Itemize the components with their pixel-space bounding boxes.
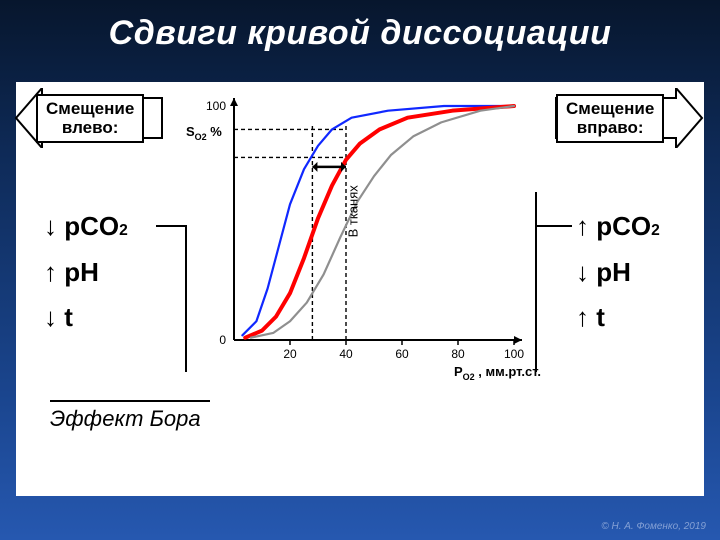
param-line: ↑ pH [44, 250, 128, 296]
svg-text:60: 60 [395, 347, 409, 361]
svg-text:20: 20 [283, 347, 297, 361]
svg-text:100: 100 [206, 99, 226, 113]
svg-text:40: 40 [339, 347, 353, 361]
slide-title: Сдвиги кривой диссоциации [0, 0, 720, 53]
param-line: ↓ pH [576, 250, 660, 296]
right-params: ↑ pCO2↓ pH↑ t [576, 204, 660, 341]
right-shift-line1: Смещение [566, 99, 654, 118]
right-shift-label: Смещение вправо: [556, 94, 664, 143]
param-line: ↓ pCO2 [44, 204, 128, 250]
tissue-label: В тканях [346, 185, 361, 238]
content-panel: Смещение влево: Смещение вправо: ↓ pCO2↑… [16, 82, 704, 496]
left-shift-line2: влево: [62, 118, 119, 137]
left-params: ↓ pCO2↑ pH↓ t [44, 204, 128, 341]
param-line: ↓ t [44, 295, 128, 341]
svg-text:80: 80 [451, 347, 465, 361]
credit-text: © Н. А. Фоменко, 2019 [601, 521, 706, 532]
param-line: ↑ pCO2 [576, 204, 660, 250]
param-line: ↑ t [576, 295, 660, 341]
left-shift-line1: Смещение [46, 99, 134, 118]
left-shift-label: Смещение влево: [36, 94, 144, 143]
dissociation-chart: 20 40 60 80 100 0 100 PO2 , мм.рт.ст. SO2 % В тка… [176, 88, 542, 388]
right-shift-line2: вправо: [577, 118, 644, 137]
bohr-effect-label: Эффект Бора [50, 400, 210, 432]
curve-right-shift [251, 106, 514, 338]
svg-text:SO2 %: SO2 % [186, 124, 222, 142]
svg-text:PO2 , мм.рт.ст.: PO2 , мм.рт.ст. [454, 364, 541, 382]
svg-text:0: 0 [219, 333, 226, 347]
svg-text:100: 100 [504, 347, 524, 361]
